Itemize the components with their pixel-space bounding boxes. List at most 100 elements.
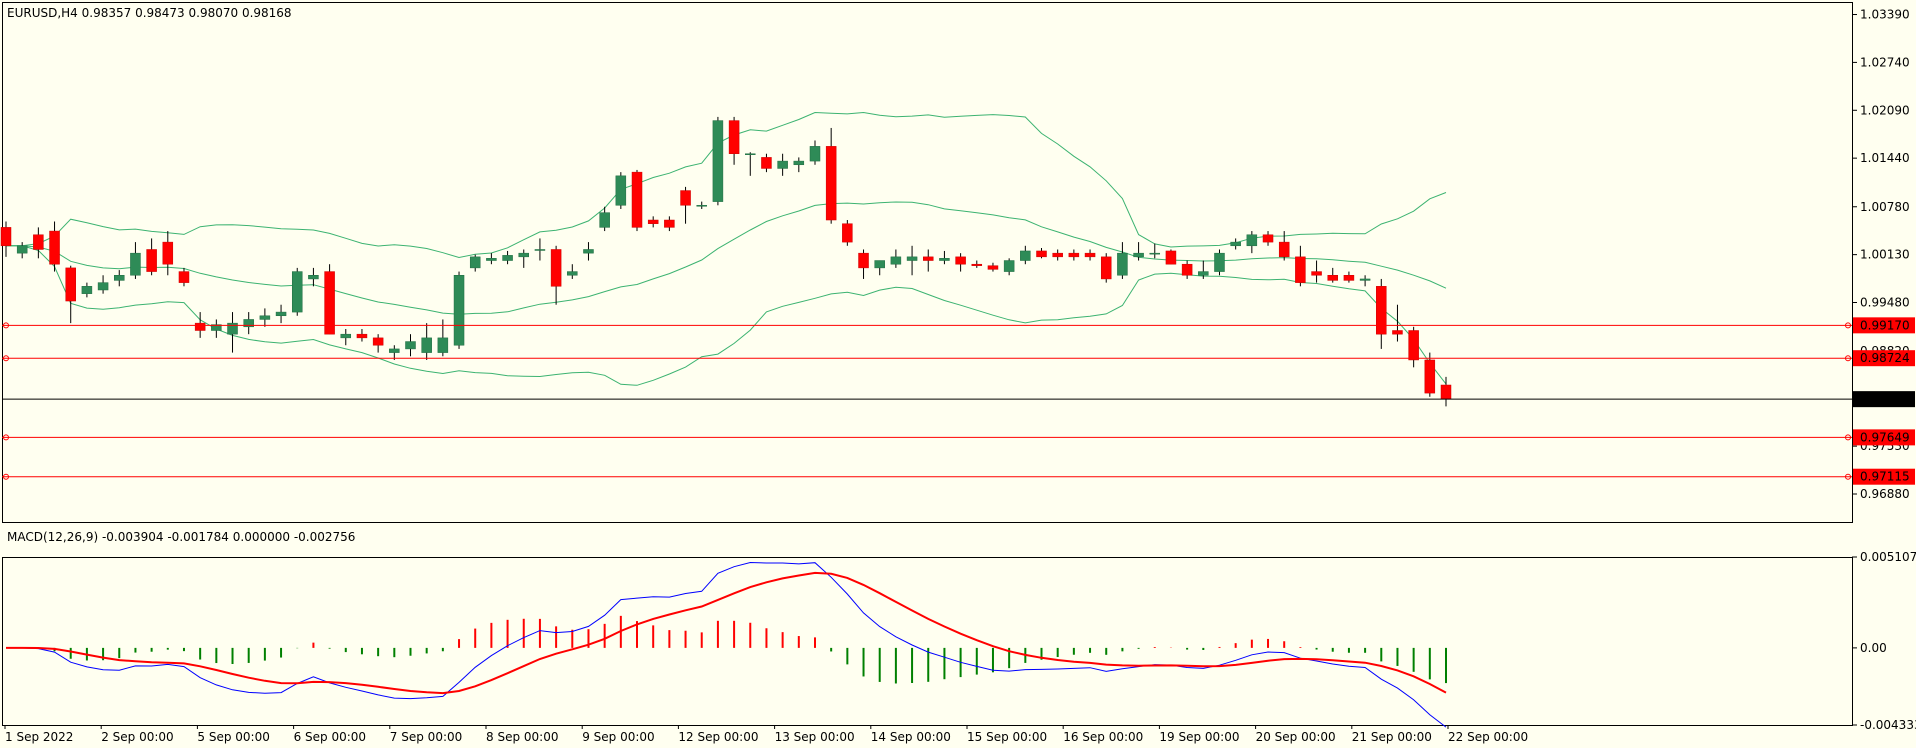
candle xyxy=(114,270,125,287)
candle-body xyxy=(97,282,109,291)
candle xyxy=(874,260,885,276)
level-price-label: 0.97649 xyxy=(1860,430,1910,444)
candle xyxy=(615,172,627,209)
level-price-label: 0.98724 xyxy=(1860,351,1910,365)
level-handle-left xyxy=(3,473,9,480)
candle xyxy=(922,249,934,272)
candle-body xyxy=(437,337,449,353)
candle-body xyxy=(81,286,93,294)
candle xyxy=(664,216,675,232)
candle-body xyxy=(842,223,853,243)
candle-body xyxy=(291,271,303,313)
candle xyxy=(291,267,303,316)
candle-body xyxy=(1327,275,1338,281)
candle xyxy=(49,221,60,272)
level-price-label: 0.99170 xyxy=(1860,318,1910,332)
candle xyxy=(486,253,497,265)
time-axis-label: 8 Sep 00:00 xyxy=(486,730,558,744)
candle xyxy=(842,220,853,246)
macd-signal-line xyxy=(6,571,1447,695)
candle-body xyxy=(502,255,513,261)
candle xyxy=(955,253,966,272)
price-tick-label: 0.99480 xyxy=(1860,296,1910,310)
time-axis-label: 2 Sep 00:00 xyxy=(101,730,173,744)
level-handle-left xyxy=(3,322,9,329)
level-handle-left xyxy=(3,355,9,362)
candle xyxy=(1149,243,1161,259)
price-tick-label: 1.02090 xyxy=(1860,103,1910,117)
candle-body xyxy=(65,267,76,302)
candle-body xyxy=(955,256,966,265)
level-price-tag xyxy=(1853,468,1915,485)
candle-body xyxy=(1359,278,1371,281)
candle-body xyxy=(1278,241,1290,258)
candle-body xyxy=(356,333,368,339)
candle-body xyxy=(243,319,254,328)
candle-body xyxy=(906,256,918,261)
macd-tick-label: 0.005107 xyxy=(1860,550,1916,564)
candle-body xyxy=(227,322,238,335)
candle-body xyxy=(275,311,287,317)
candle-body xyxy=(1214,252,1225,272)
candle-body xyxy=(211,324,222,331)
candle-body xyxy=(114,275,125,281)
candle xyxy=(324,264,335,335)
candle-body xyxy=(793,160,805,166)
candle xyxy=(583,242,594,261)
macd-tick-label: 0.00 xyxy=(1860,641,1887,655)
time-axis-label: 15 Sep 00:00 xyxy=(967,730,1047,744)
candle-body xyxy=(1052,252,1063,258)
candle-body xyxy=(647,219,659,224)
candle-body xyxy=(178,271,190,283)
bollinger-middle-band xyxy=(6,201,1447,315)
candle-body xyxy=(1149,252,1161,255)
candle-body xyxy=(146,249,157,272)
candle xyxy=(1343,271,1355,283)
candle-body xyxy=(1084,252,1096,258)
candle-body xyxy=(890,256,902,265)
candle xyxy=(33,227,44,259)
candle xyxy=(421,323,432,360)
candle xyxy=(0,221,12,257)
candle-body xyxy=(745,153,756,155)
candle-body xyxy=(728,120,740,154)
candle-body xyxy=(1117,252,1128,276)
price-panel-frame xyxy=(2,2,1853,523)
candle xyxy=(259,308,271,327)
candle-body xyxy=(1181,263,1193,276)
level-price-label: 0.97115 xyxy=(1860,470,1910,484)
candle xyxy=(987,262,999,272)
time-axis-label: 1 Sep 2022 xyxy=(5,730,73,744)
bollinger-upper-band xyxy=(6,111,1447,259)
candle xyxy=(809,140,821,165)
candle-body xyxy=(453,275,465,346)
candle xyxy=(1392,304,1403,342)
candle-body xyxy=(1100,256,1112,280)
candle-body xyxy=(1311,271,1322,276)
price-tick-label: 0.96880 xyxy=(1860,487,1910,501)
candle xyxy=(599,206,610,232)
level-handle-right xyxy=(1845,473,1851,480)
time-axis-label: 13 Sep 00:00 xyxy=(775,730,855,744)
candle-body xyxy=(340,333,352,339)
candle-body xyxy=(874,260,885,269)
candle-body xyxy=(680,190,691,206)
candle xyxy=(178,267,190,287)
candle-body xyxy=(194,322,206,331)
candle xyxy=(712,116,724,206)
current-price-label: 0.98168 xyxy=(1860,392,1910,406)
candle xyxy=(1327,267,1338,283)
candle-body xyxy=(1408,330,1419,361)
candle-body xyxy=(1343,275,1355,281)
candle-body xyxy=(987,265,999,270)
candle xyxy=(1278,231,1290,261)
macd-line xyxy=(6,561,1447,728)
candle-body xyxy=(631,171,643,228)
candle xyxy=(1376,278,1387,349)
time-axis-label: 7 Sep 00:00 xyxy=(390,730,462,744)
candle xyxy=(340,329,352,346)
candle xyxy=(939,250,950,265)
candle xyxy=(16,242,28,259)
candle-body xyxy=(486,258,497,261)
